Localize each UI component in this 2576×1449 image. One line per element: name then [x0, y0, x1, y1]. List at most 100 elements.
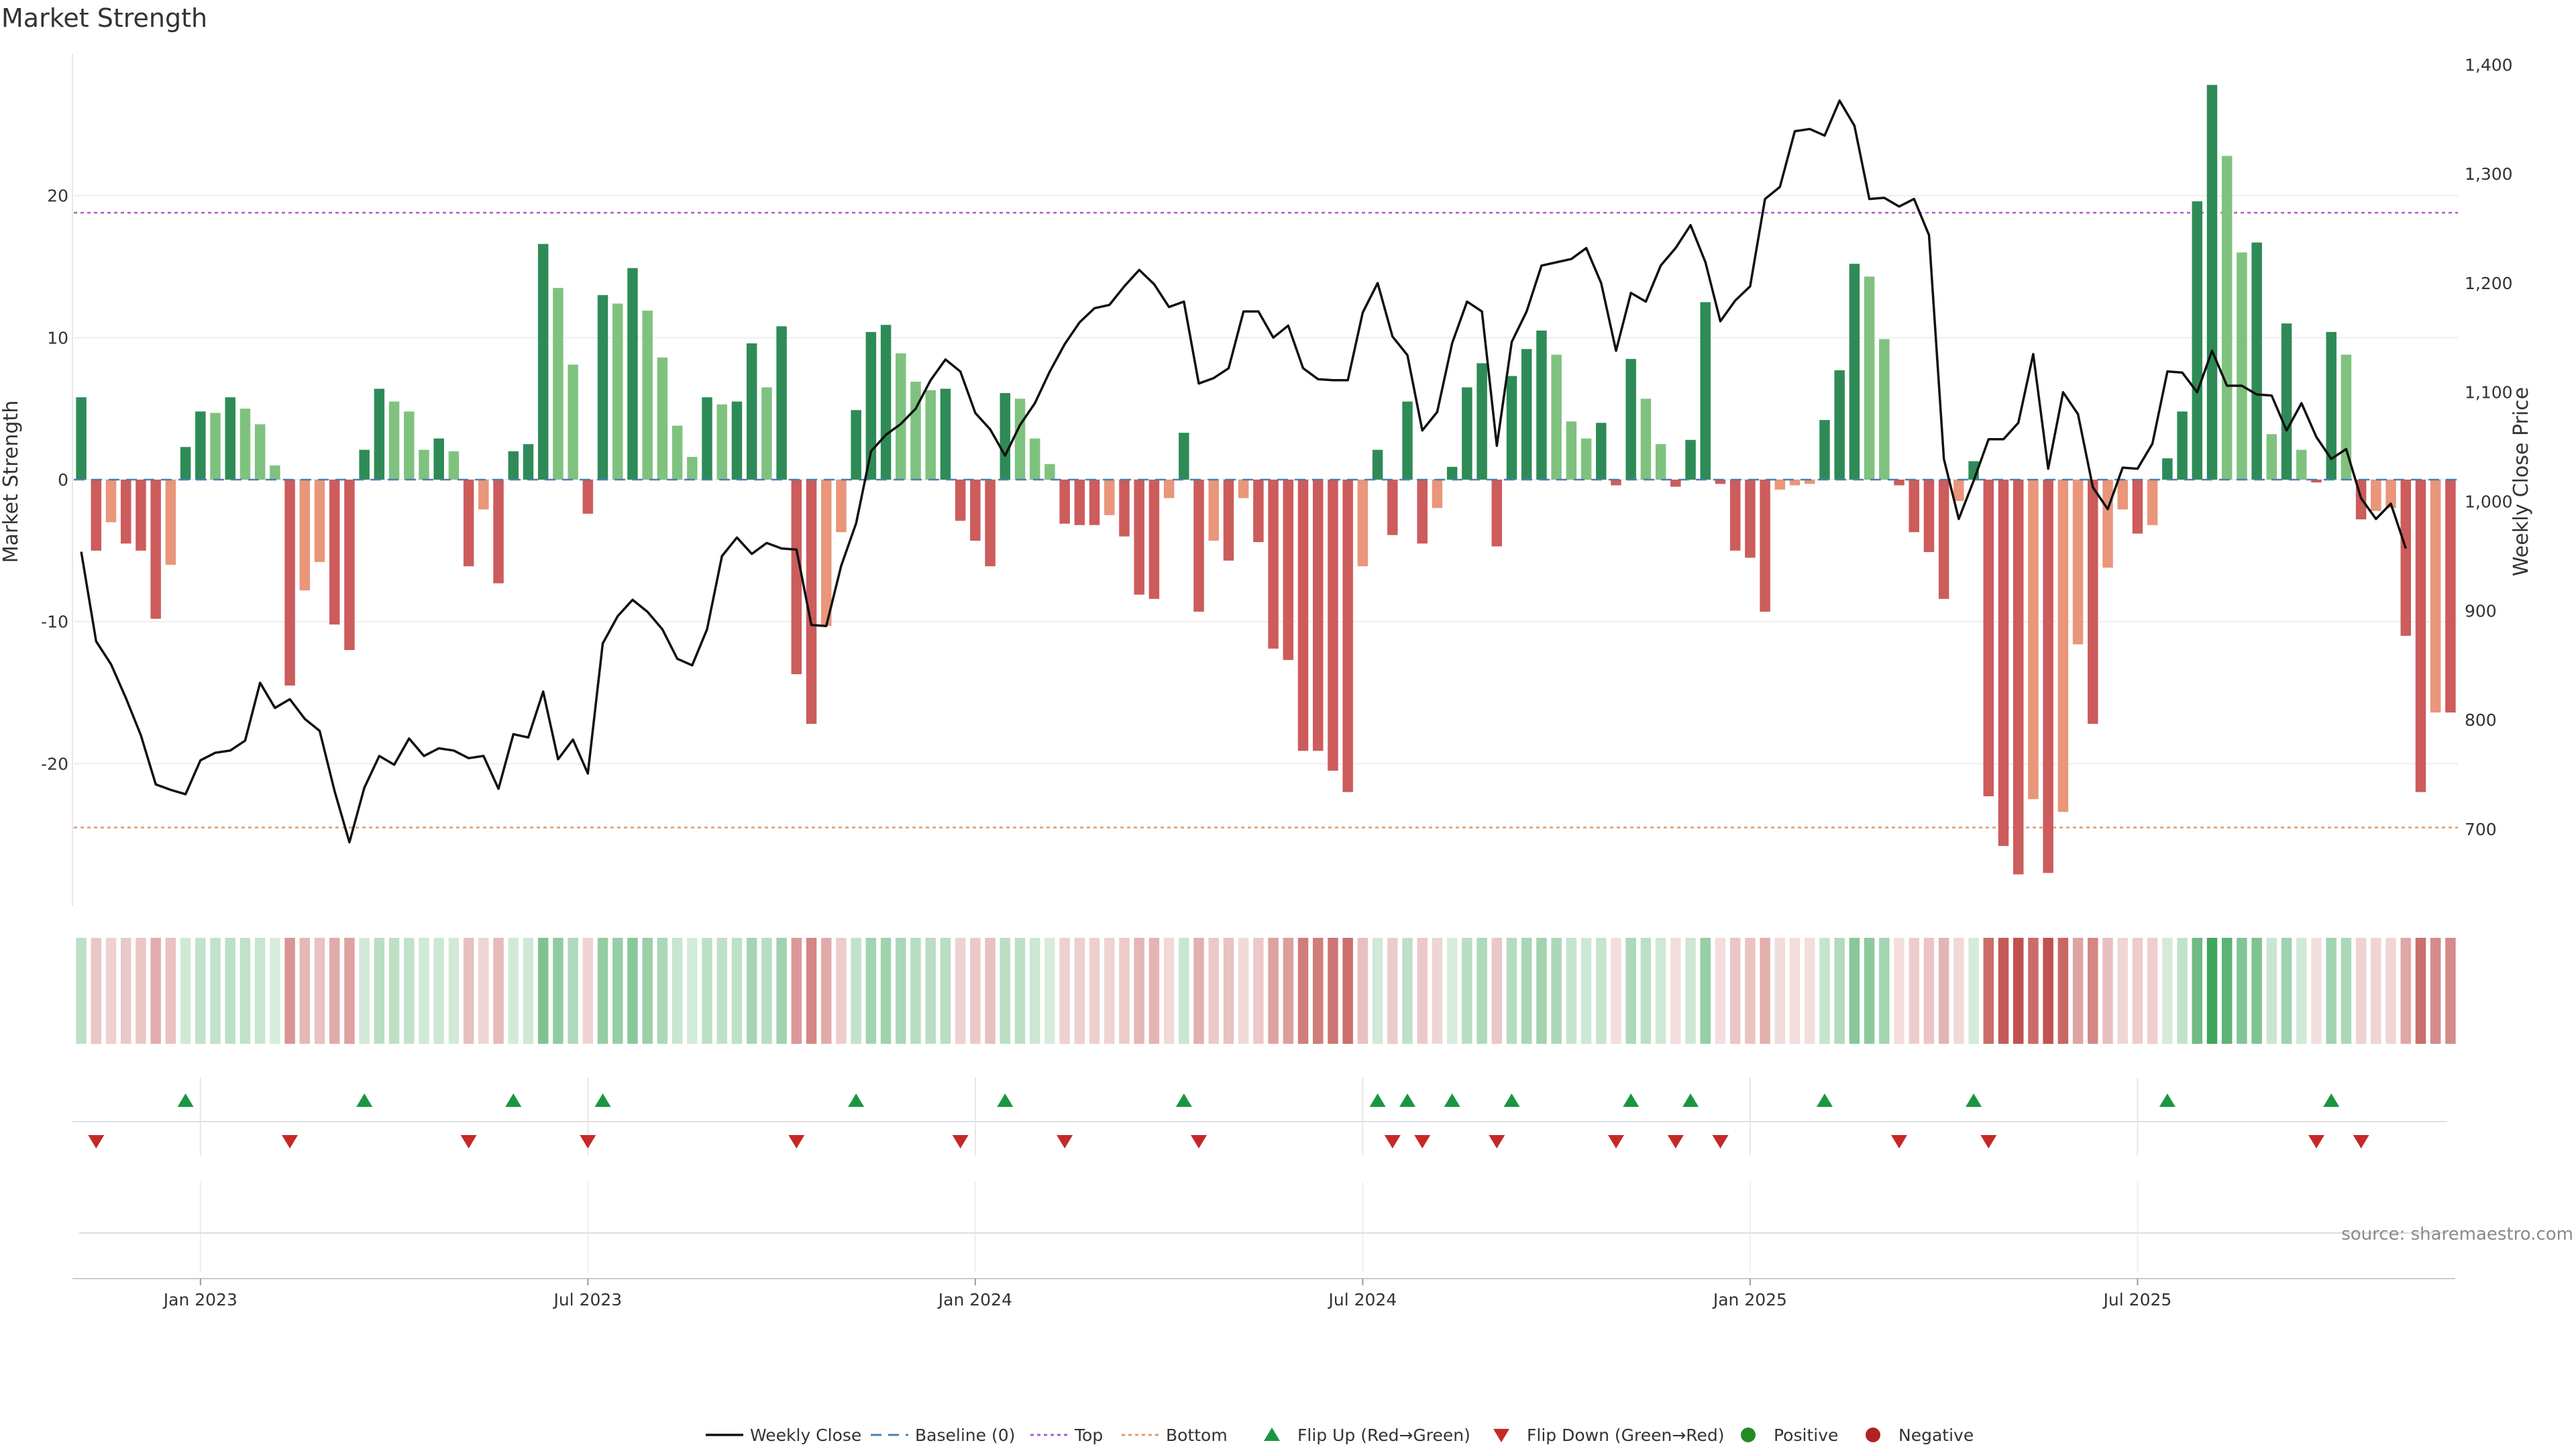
- strength-bar: [865, 331, 877, 480]
- x-axis-ticks: Jan 2023 Jul 2023 Jan 2024 Jul 2024 Jan 2025…: [162, 1279, 2171, 1309]
- heat-cell: [2266, 938, 2277, 1044]
- strength-bar: [1894, 480, 1904, 486]
- heat-cell: [2355, 938, 2367, 1044]
- flip-down-marker: [1414, 1135, 1431, 1148]
- strength-bar: [820, 480, 832, 627]
- heat-cell: [478, 938, 489, 1044]
- right-axis-ticks: 1,400 1,300 1,200 1,100 1,000 900 800 700: [2465, 55, 2513, 839]
- heat-cell: [806, 938, 817, 1044]
- left-tick-label: 10: [47, 328, 68, 347]
- strength-bar: [210, 413, 221, 480]
- heat-cell: [314, 938, 325, 1044]
- heat-cell: [239, 938, 251, 1044]
- strength-bar: [2043, 480, 2053, 873]
- flip-down-marker: [788, 1135, 805, 1148]
- heat-cell: [2162, 938, 2173, 1044]
- strength-bar: [1774, 480, 1786, 490]
- heat-cell: [1268, 938, 1279, 1044]
- heat-cell: [2341, 938, 2352, 1044]
- flip-up-marker: [1503, 1093, 1520, 1107]
- heat-cell: [1729, 938, 1741, 1044]
- heat-cell: [1357, 938, 1368, 1044]
- heat-cell: [836, 938, 847, 1044]
- strength-bar: [1089, 480, 1100, 525]
- heat-cell: [1029, 938, 1040, 1044]
- heat-cell: [1387, 938, 1398, 1044]
- flip-down-marker: [2308, 1135, 2324, 1148]
- heat-cell: [2430, 938, 2441, 1044]
- heat-cell: [1491, 938, 1503, 1044]
- strength-bar: [180, 447, 191, 480]
- strength-bar: [851, 410, 861, 480]
- strength-bar: [344, 480, 355, 650]
- right-tick-label: 800: [2465, 710, 2497, 730]
- heat-cell: [1670, 938, 1681, 1044]
- heat-cell: [2415, 938, 2426, 1044]
- heat-cell: [1789, 938, 1801, 1044]
- heat-cell: [791, 938, 802, 1044]
- legend-swatch: [1741, 1428, 1756, 1442]
- strength-bar: [687, 457, 698, 480]
- heat-cell: [2385, 938, 2396, 1044]
- main-panel: 20 10 0 -10 -20 1,400 1,300 1,200 1,100 1,000 900…: [0, 54, 2533, 906]
- x-tick-label: Jan 2023: [162, 1290, 237, 1309]
- heat-cell: [1163, 938, 1175, 1044]
- strength-bar: [1312, 480, 1324, 751]
- strength-bar: [1596, 423, 1607, 480]
- strength-bar: [1715, 480, 1726, 484]
- heat-cell: [880, 938, 892, 1044]
- strength-bar: [791, 480, 802, 674]
- heat-cell: [1462, 938, 1472, 1044]
- flip-vertical-gridlines: [199, 1077, 2139, 1155]
- heat-cell: [1104, 938, 1115, 1044]
- bottom-vertical-gridlines: [199, 1182, 2139, 1272]
- legend-item-flip-up-red-green: Flip Up (Red→Green): [1264, 1426, 1470, 1445]
- strength-bar: [284, 480, 295, 686]
- heat-cell: [523, 938, 534, 1044]
- heat-cell: [1328, 938, 1338, 1044]
- strength-bar: [136, 480, 146, 551]
- heat-cell: [91, 938, 102, 1044]
- strength-bar: [419, 449, 429, 480]
- strength-bar: [1417, 480, 1428, 544]
- strength-bar: [2326, 331, 2337, 480]
- heat-cell: [210, 938, 221, 1044]
- heat-cell: [672, 938, 683, 1044]
- left-tick-label: -10: [41, 612, 68, 632]
- legend-label: Top: [1074, 1426, 1103, 1445]
- strength-bar: [657, 357, 668, 480]
- heat-cell: [404, 938, 415, 1044]
- strength-bar: [2371, 480, 2381, 511]
- heat-cell: [463, 938, 474, 1044]
- flip-up-marker: [1623, 1093, 1640, 1107]
- heat-cell: [1879, 938, 1890, 1044]
- x-tick-label: Jul 2023: [552, 1290, 622, 1309]
- strength-bar: [404, 411, 415, 480]
- heat-cell: [2177, 938, 2188, 1044]
- strength-bar: [1402, 401, 1413, 480]
- flip-down-marker: [1980, 1135, 1997, 1148]
- strength-bar: [1909, 480, 1919, 533]
- flip-down-marker: [952, 1135, 969, 1148]
- heat-cell: [2221, 938, 2233, 1044]
- strength-bar: [1238, 480, 1249, 498]
- source-note: source: sharemaestro.com: [2341, 1224, 2573, 1244]
- heat-cell: [1894, 938, 1904, 1044]
- strength-bar: [2281, 323, 2292, 480]
- heat-cell: [1745, 938, 1756, 1044]
- heat-cell: [433, 938, 444, 1044]
- heat-cell: [329, 938, 340, 1044]
- x-tick-label: Jul 2024: [1328, 1290, 1397, 1309]
- heat-cell: [2192, 938, 2203, 1044]
- strength-bar: [1179, 433, 1189, 480]
- strength-bar: [1029, 438, 1040, 480]
- flip-up-marker: [997, 1093, 1014, 1107]
- strength-bar: [2072, 480, 2084, 645]
- heat-cell: [627, 938, 638, 1044]
- heat-cell: [2445, 938, 2456, 1044]
- strength-bar: [1536, 330, 1547, 480]
- strength-bar: [254, 424, 266, 480]
- heat-cell: [716, 938, 727, 1044]
- strength-bar: [910, 381, 921, 480]
- flip-down-marker: [1712, 1135, 1729, 1148]
